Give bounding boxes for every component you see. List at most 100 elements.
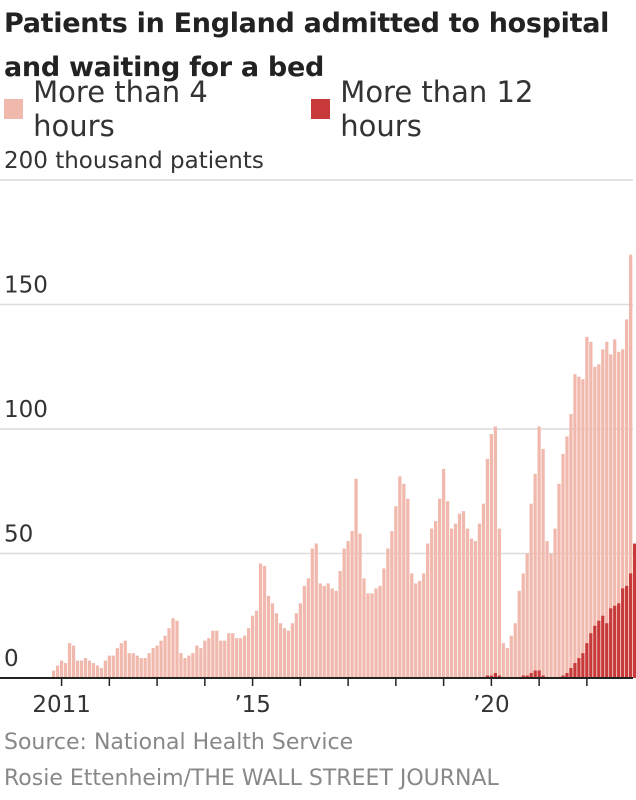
bar-4h	[270, 603, 275, 678]
bar-4h	[597, 364, 601, 678]
y-tick-label: 200 thousand patients	[4, 148, 264, 174]
bar-4h	[481, 503, 486, 678]
bar-4h	[278, 623, 283, 678]
bar-4h	[239, 638, 243, 678]
bar-4h	[461, 511, 466, 678]
bar-4h	[581, 379, 585, 678]
bar-4h	[350, 531, 354, 678]
bar-12h	[569, 668, 573, 678]
bar-4h	[314, 543, 318, 678]
bar-4h	[59, 660, 64, 678]
bar-4h	[262, 565, 267, 678]
bar-4h	[465, 528, 470, 678]
bar-4h	[191, 653, 195, 678]
bar-4h	[386, 548, 390, 678]
bar-4h	[473, 541, 478, 678]
legend-item-4h: More than 4 hours	[4, 75, 287, 143]
y-tick-label: 50	[4, 522, 33, 548]
x-tick-label: ’15	[234, 692, 271, 718]
bar-4h	[254, 610, 259, 678]
bar-12h	[497, 675, 501, 678]
bar-4h	[151, 648, 155, 678]
bar-4h	[354, 478, 358, 678]
bar-4h	[430, 528, 434, 678]
bar-4h	[378, 585, 382, 678]
bar-12h	[589, 633, 593, 678]
bar-4h	[179, 653, 183, 678]
bar-4h	[175, 620, 179, 678]
bar-4h	[561, 453, 565, 678]
bar-4h	[183, 658, 187, 678]
y-tick-label: 100	[4, 397, 48, 423]
bar-4h	[422, 573, 426, 678]
bar-4h	[525, 553, 529, 678]
bar-4h	[75, 660, 80, 678]
bar-12h	[493, 673, 497, 678]
bar-4h	[406, 498, 410, 678]
bar-4h	[302, 585, 306, 678]
bar-4h	[147, 653, 151, 678]
bar-12h	[597, 620, 601, 678]
bar-4h	[537, 426, 541, 678]
bar-4h	[223, 640, 227, 678]
bar-12h	[529, 673, 533, 678]
bar-4h	[410, 573, 414, 678]
bar-4h	[135, 655, 139, 678]
bar-4h	[258, 563, 263, 678]
bar-4h	[199, 648, 203, 678]
bar-12h	[601, 615, 605, 678]
x-tick-label: 2011	[32, 692, 91, 718]
bar-12h	[621, 588, 625, 678]
bar-4h	[617, 351, 621, 678]
bar-12h	[541, 675, 545, 678]
bar-4h	[286, 630, 291, 678]
bar-4h	[426, 543, 430, 678]
legend-label-4h: More than 4 hours	[33, 75, 208, 143]
bar-12h	[609, 608, 613, 678]
bar-4h	[390, 531, 394, 678]
bar-4h	[111, 655, 115, 678]
bar-4h	[573, 374, 577, 678]
bar-4h	[215, 630, 219, 678]
bar-4h	[55, 665, 60, 678]
bar-4h	[159, 640, 163, 678]
bar-4h	[549, 553, 553, 678]
bar-12h	[593, 625, 597, 678]
bar-4h	[322, 585, 326, 678]
bar-4h	[235, 638, 239, 678]
bar-12h	[633, 543, 636, 678]
bar-4h	[362, 578, 366, 678]
bar-4h	[445, 501, 450, 678]
bar-4h	[71, 645, 76, 678]
bar-4h	[545, 541, 549, 678]
bar-4h	[557, 483, 561, 678]
bar-4h	[63, 663, 68, 678]
bar-4h	[326, 583, 330, 678]
bar-12h	[489, 675, 493, 678]
bar-4h	[67, 643, 72, 678]
bar-4h	[501, 643, 505, 678]
bar-4h	[577, 376, 581, 678]
bar-12h	[577, 658, 581, 678]
bar-4h	[414, 583, 418, 678]
bar-4h	[294, 613, 299, 678]
bar-4h	[489, 433, 493, 678]
bar-4h	[266, 595, 271, 678]
bar-4h	[95, 665, 100, 678]
bar-4h	[382, 568, 386, 678]
bar-4h	[91, 663, 96, 678]
bar-4h	[613, 339, 617, 678]
bar-12h	[525, 675, 529, 678]
bar-4h	[203, 640, 207, 678]
bar-4h	[585, 336, 589, 678]
bar-4h	[115, 648, 119, 678]
bar-4h	[374, 588, 378, 678]
bar-4h	[517, 590, 521, 678]
bar-4h	[211, 630, 215, 678]
bar-4h	[553, 528, 557, 678]
bar-4h	[99, 668, 104, 678]
bar-4h	[306, 578, 310, 678]
bar-4h	[119, 643, 123, 678]
bar-4h	[605, 341, 609, 678]
bar-12h	[521, 675, 525, 678]
